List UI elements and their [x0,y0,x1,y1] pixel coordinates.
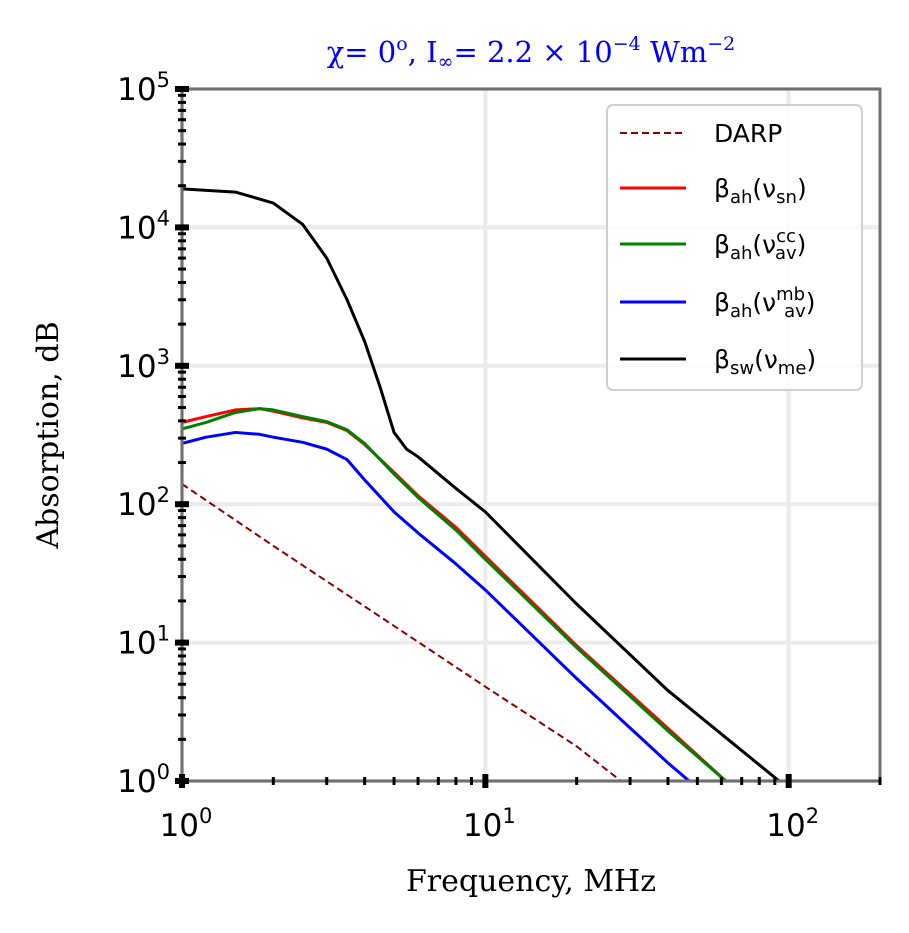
x-tick-label: 101 [463,804,516,844]
legend-label-0: DARP [714,119,782,148]
y-axis-label: Absorption, dB [31,321,66,549]
y-tick-label: 105 [117,68,170,108]
title-intensity-value: = 2.2 × 10 [453,35,612,69]
legend-label-4: βsw(νme) [714,345,816,379]
x-axis-label: Frequency, MHz [406,864,656,899]
title-chi: χ [327,35,345,69]
y-tick-label: 103 [117,345,170,385]
x-tick-label: 100 [160,804,213,844]
tick-labels: 100 101 102 100 101 102 103 104 105 [117,68,819,844]
legend-label-1: βah(νsn) [714,174,807,208]
legend-label-3: βah(νmb av) [714,284,816,322]
title-intensity-exp: −4 [613,33,641,55]
x-tick-label: 102 [766,804,819,844]
legend-label-2: βah(νcc av) [714,226,806,264]
title-chi-value: = 0 [344,35,396,69]
plot-frame [180,87,882,783]
legend: DARP βah(νsn) βah(νcc av) βah(νmb av) βsw(νme) [606,104,863,391]
title-intensity-unit: Wm [641,35,708,69]
y-tick-label: 101 [117,622,170,662]
y-tick-label: 100 [117,760,170,800]
title-unit-exp: −2 [707,33,735,55]
chart-title: χ= 0o, I∞= 2.2 × 10−4 Wm−2 [327,33,736,73]
legend-box [606,104,863,391]
series-layer [182,187,781,781]
series-line-1 [182,407,727,781]
series-line-4 [182,187,781,781]
y-tick-label: 102 [117,483,170,523]
series-line-0 [182,483,622,781]
title-intensity: , I [408,35,438,69]
title-intensity-sub: ∞ [438,51,454,73]
axis-ticks [175,86,882,788]
title-chi-unit: o [396,33,407,55]
y-tick-label: 104 [117,206,170,246]
series-line-2 [182,407,727,781]
series-line-3 [182,430,691,781]
